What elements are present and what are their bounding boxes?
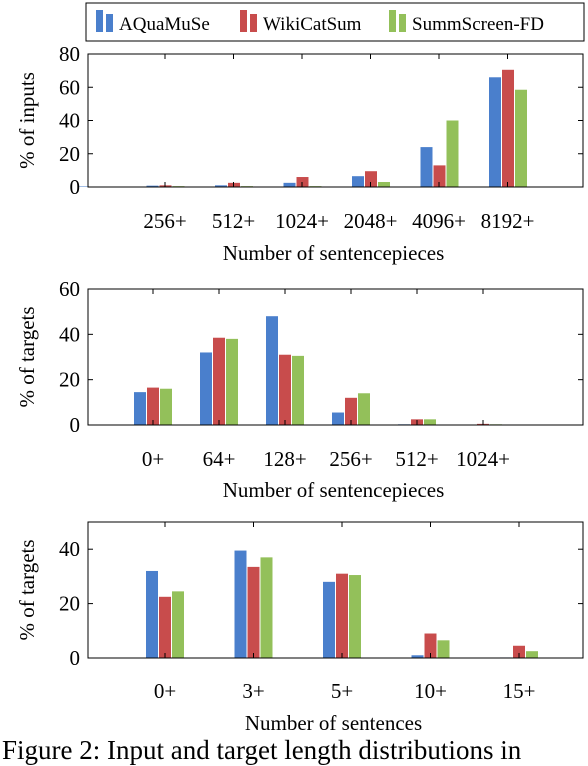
- chart-target-length-pieces: 0 20 40 60 0+ 64+ 128+ 256+ 512+ 1024+ Number of s…: [15, 277, 583, 502]
- legend-label-wikicatsum: WikiCatSum: [263, 14, 362, 35]
- ytick-label-2-1: 20: [59, 592, 80, 616]
- bar-2-4-2: [526, 651, 538, 658]
- legend-swatch-aquamuse: [96, 10, 103, 32]
- bar-2-1-2: [261, 557, 273, 658]
- bar-0-4-0: [352, 176, 364, 187]
- ylabel-0: % of inputs: [15, 72, 39, 169]
- legend-label-summscreen: SummScreen-FD: [412, 14, 544, 35]
- xtick-label-1-1: 64+: [203, 447, 236, 471]
- bar-0-3-0: [284, 183, 296, 187]
- ytick-label-2-2: 40: [59, 537, 80, 561]
- ytick-label-1-3: 60: [59, 277, 80, 301]
- xtick-label-0-2: 1024+: [275, 209, 329, 233]
- chart-input-length: 0 20 40 60 80 256+ 512+ 1024+ 2048+ 4096+ 8192+ Num…: [15, 42, 583, 265]
- legend-swatch-summscreen: [389, 10, 396, 32]
- xtick-label-1-5: 1024+: [456, 447, 510, 471]
- xlabel-2: Number of sentences: [245, 711, 422, 735]
- legend-swatch-wikicatsum: [240, 10, 247, 32]
- ytick-label-1-2: 40: [59, 322, 80, 346]
- legend-swatch-wikicatsum-2: [250, 14, 257, 32]
- bar-0-4-2: [378, 182, 390, 187]
- xtick-label-0-5: 8192+: [481, 209, 535, 233]
- bar-1-1-2: [226, 339, 238, 425]
- legend-swatch-aquamuse-2: [106, 14, 113, 32]
- xtick-label-2-3: 10+: [414, 679, 447, 703]
- xtick-label-2-4: 15+: [503, 679, 536, 703]
- bar-2-2-1: [336, 574, 348, 658]
- bar-2-0-1: [159, 597, 171, 658]
- ytick-label-0-2: 40: [59, 109, 80, 133]
- xtick-label-2-2: 5+: [331, 679, 353, 703]
- ytick-label-0-4: 80: [59, 42, 80, 66]
- xtick-label-1-2: 128+: [263, 447, 306, 471]
- bar-2-0-2: [172, 591, 184, 658]
- bar-1-0-0: [134, 392, 146, 425]
- bar-2-1-0: [235, 551, 247, 658]
- bar-1-3-2: [358, 393, 370, 425]
- bar-2-2-2: [349, 575, 361, 658]
- bar-1-2-2: [292, 356, 304, 425]
- bar-2-3-2: [438, 640, 450, 658]
- bar-1-1-0: [200, 352, 212, 425]
- legend: AQuaMuSe WikiCatSum SummScreen-FD: [86, 3, 584, 41]
- xtick-label-1-0: 0+: [142, 447, 164, 471]
- bar-2-1-1: [248, 567, 260, 658]
- bar-1-0-2: [160, 389, 172, 425]
- bar-2-2-0: [323, 582, 335, 658]
- figure-caption: Figure 2: Input and target length distri…: [2, 735, 521, 766]
- ytick-label-0-0: 0: [70, 175, 81, 199]
- xtick-label-2-0: 0+: [154, 679, 176, 703]
- legend-swatch-summscreen-2: [399, 14, 406, 32]
- xtick-label-2-1: 3+: [242, 679, 264, 703]
- xlabel-0: Number of sentencepieces: [223, 241, 445, 265]
- xtick-label-0-0: 256+: [143, 209, 186, 233]
- bar-0-6-1: [502, 70, 514, 187]
- bar-1-3-0: [332, 413, 344, 425]
- bar-1-0-1: [147, 388, 159, 425]
- bar-0-5-0: [421, 147, 433, 187]
- ylabel-1: % of targets: [15, 306, 39, 407]
- xtick-label-0-3: 2048+: [344, 209, 398, 233]
- xlabel-1: Number of sentencepieces: [223, 478, 445, 502]
- ytick-label-0-3: 60: [59, 75, 80, 99]
- legend-label-aquamuse: AQuaMuSe: [119, 14, 210, 35]
- xtick-label-0-1: 512+: [212, 209, 255, 233]
- ylabel-2: % of targets: [15, 539, 39, 640]
- bar-1-1-1: [213, 338, 225, 425]
- xtick-label-1-4: 512+: [395, 447, 438, 471]
- bar-1-2-1: [279, 355, 291, 425]
- bar-0-5-2: [447, 121, 459, 188]
- ytick-label-1-0: 0: [70, 413, 81, 437]
- ytick-label-1-1: 20: [59, 368, 80, 392]
- ytick-label-0-1: 20: [59, 142, 80, 166]
- bar-1-4-2: [424, 419, 436, 425]
- bar-0-6-0: [489, 77, 501, 187]
- bar-0-6-2: [515, 90, 527, 187]
- xtick-label-1-3: 256+: [329, 447, 372, 471]
- bar-2-0-0: [146, 571, 158, 658]
- xtick-label-0-4: 4096+: [412, 209, 466, 233]
- chart-target-length-sentences: 0 20 40 0+ 3+ 5+ 10+ 15+ Number of sentences % of…: [15, 522, 583, 735]
- ytick-label-2-0: 0: [70, 646, 81, 670]
- bar-1-2-0: [266, 316, 278, 425]
